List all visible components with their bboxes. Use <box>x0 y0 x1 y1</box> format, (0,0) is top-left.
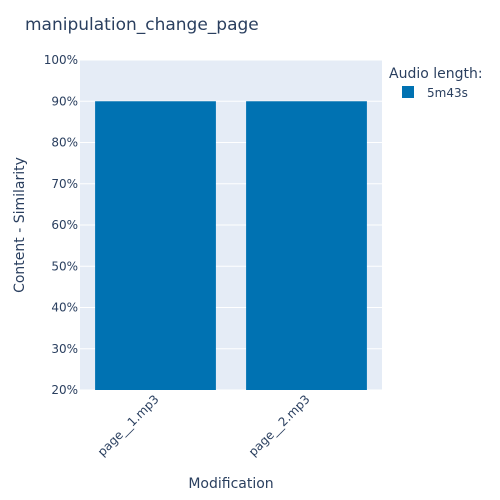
x-axis-ticks: page__1.mp3 page__2.mp3 <box>95 392 313 459</box>
y-tick-label: 30% <box>51 342 78 356</box>
y-tick-label: 80% <box>51 136 78 150</box>
legend-title: Audio length: <box>389 66 483 82</box>
legend[interactable]: Audio length: 5m43s <box>389 66 483 100</box>
y-tick-label: 60% <box>51 218 78 232</box>
y-tick-label: 70% <box>51 177 78 191</box>
y-axis-ticks: 20% 30% 40% 50% 60% 70% 80% 90% 100% <box>44 53 78 397</box>
y-tick-label: 50% <box>51 259 78 273</box>
y-tick-label: 90% <box>51 94 78 108</box>
y-tick-label: 20% <box>51 383 78 397</box>
legend-swatch <box>402 86 414 98</box>
x-tick-label: page__2.mp3 <box>246 392 313 459</box>
y-axis-title: Content - Similarity <box>12 157 28 293</box>
bar[interactable] <box>246 101 367 390</box>
chart-title: manipulation_change_page <box>25 15 259 35</box>
bar[interactable] <box>95 101 216 390</box>
y-tick-label: 40% <box>51 301 78 315</box>
y-tick-label: 100% <box>44 53 78 67</box>
bars <box>95 101 367 390</box>
x-tick-label: page__1.mp3 <box>95 392 162 459</box>
x-axis-title: Modification <box>188 476 273 492</box>
legend-label: 5m43s <box>427 86 468 100</box>
